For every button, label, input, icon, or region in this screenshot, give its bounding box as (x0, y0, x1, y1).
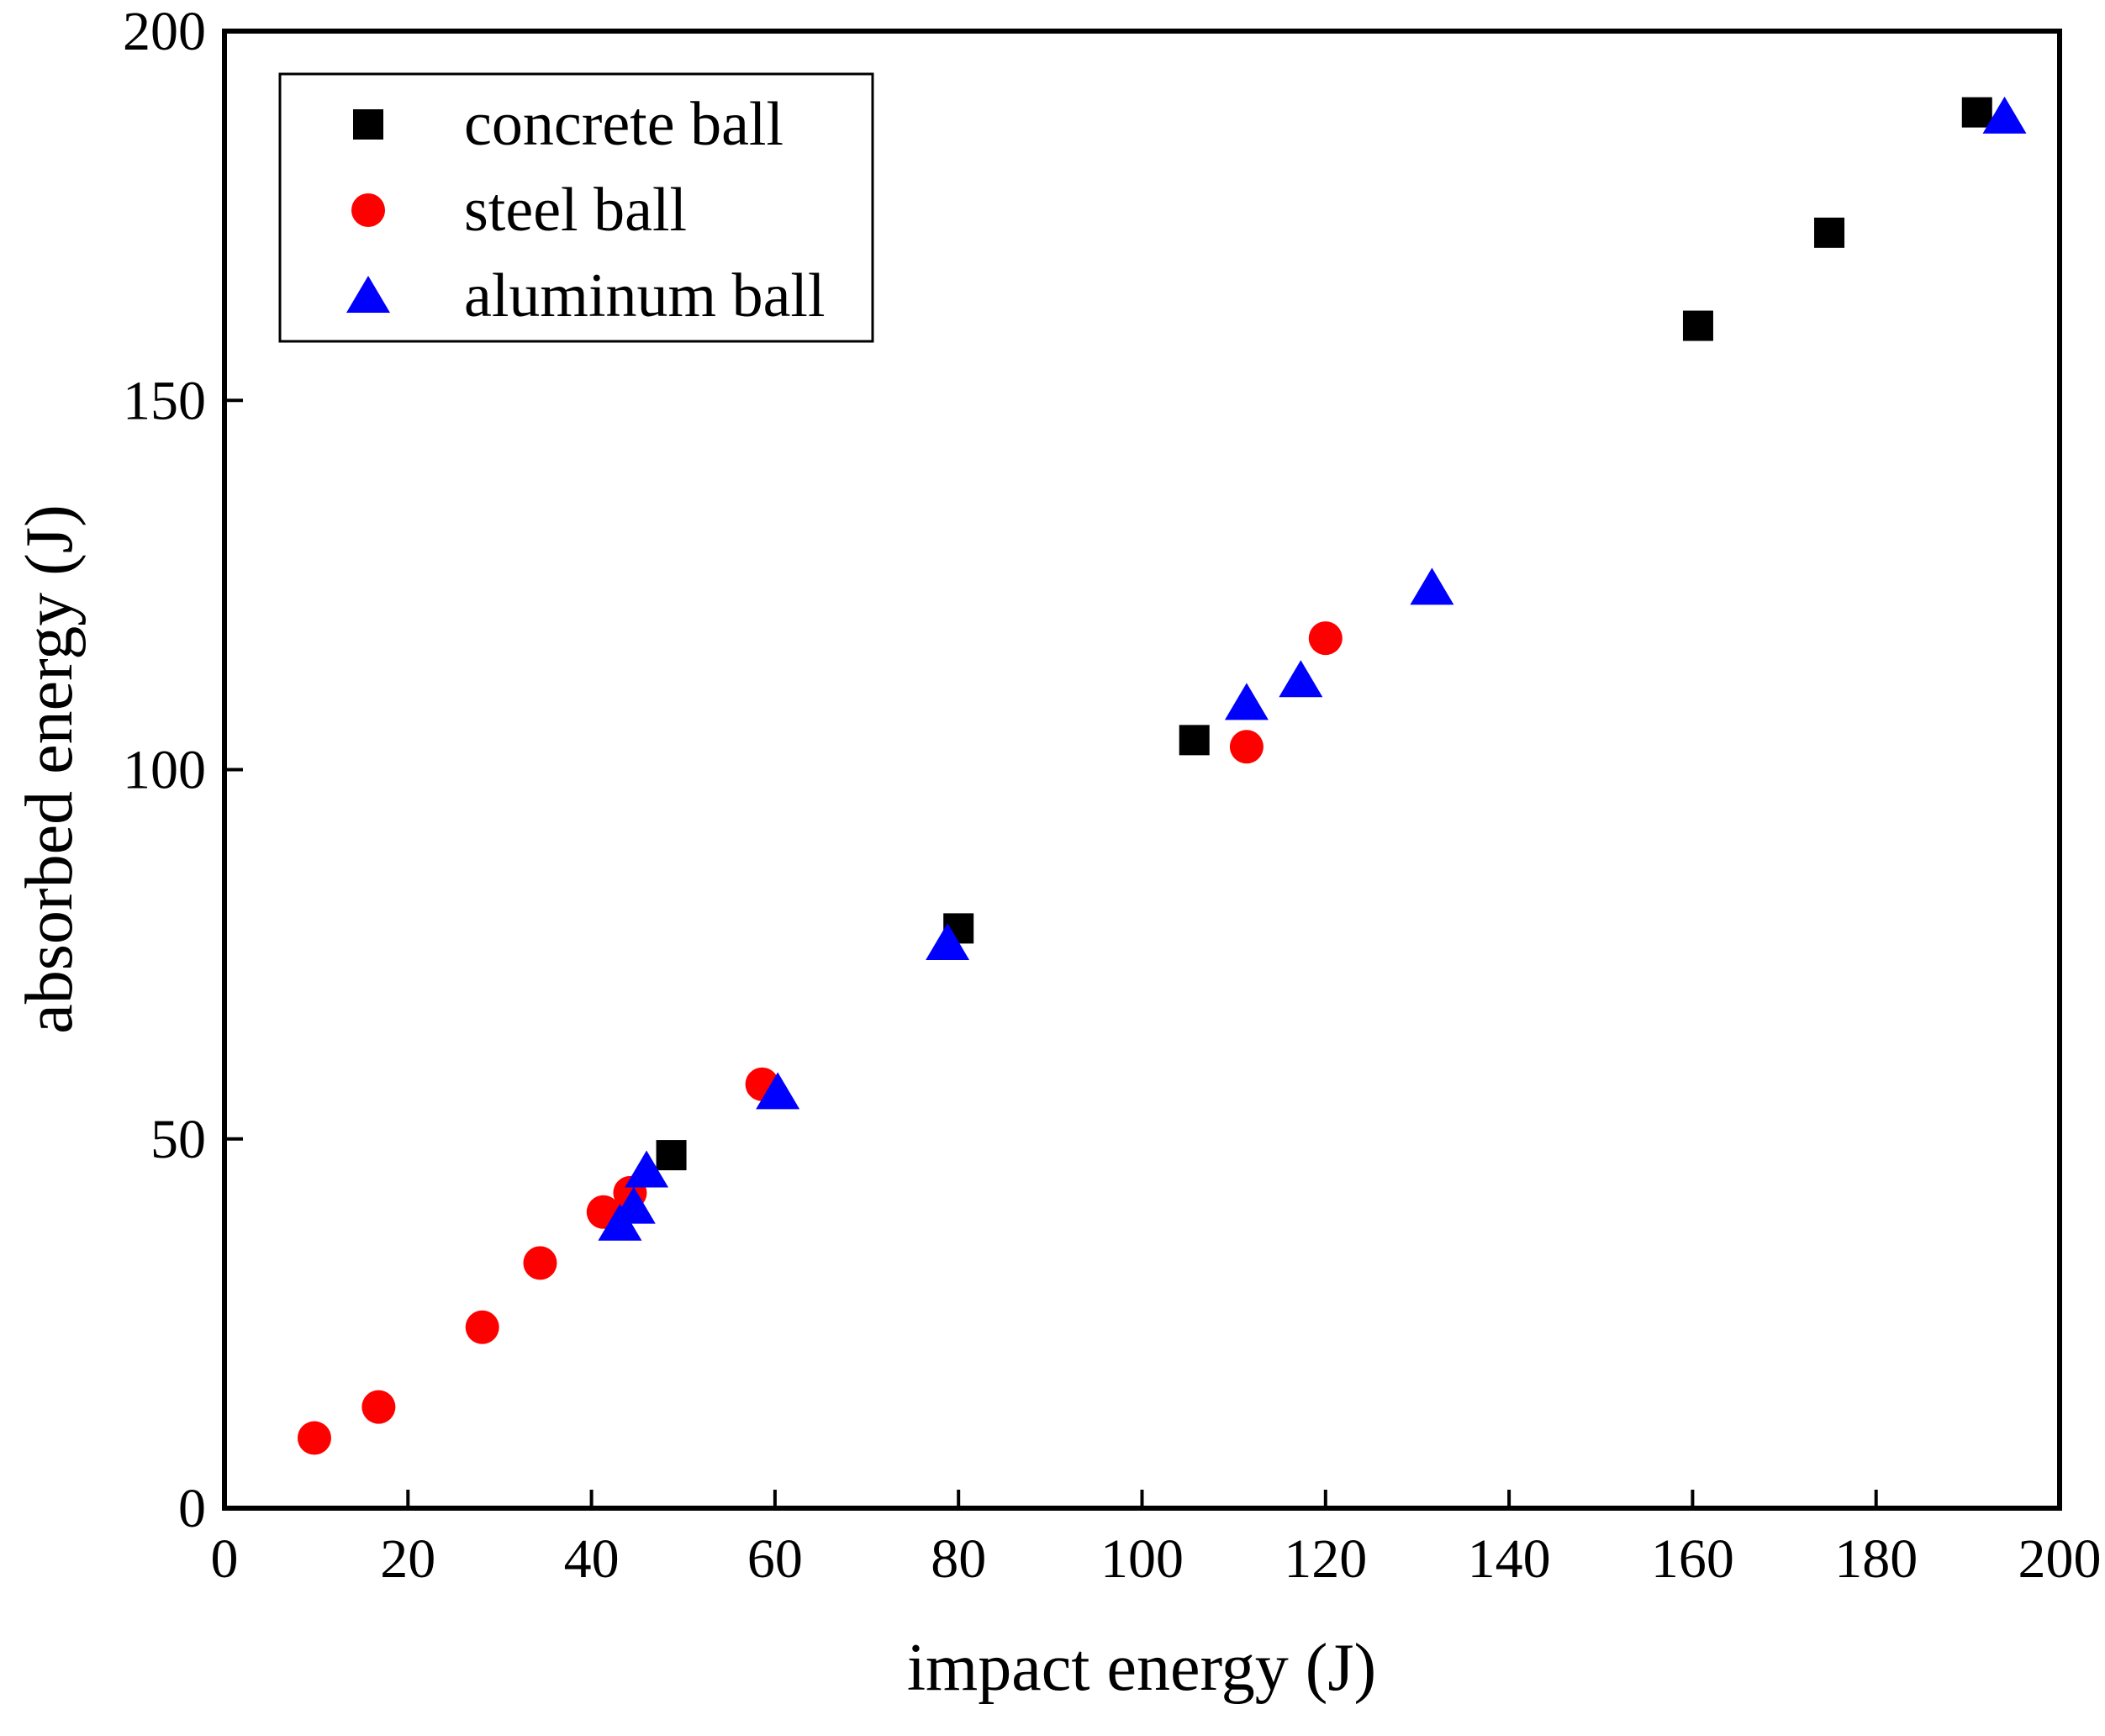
legend-item: aluminum ball (346, 261, 826, 330)
x-tick-label: 200 (2018, 1528, 2102, 1590)
y-tick-label: 150 (123, 370, 206, 431)
x-tick-label: 0 (211, 1528, 239, 1590)
legend-label: concrete ball (464, 90, 783, 159)
x-tick-label: 140 (1468, 1528, 1551, 1590)
x-tick-label: 100 (1100, 1528, 1184, 1590)
x-tick-label: 180 (1834, 1528, 1918, 1590)
square-point (656, 1140, 687, 1171)
x-tick-label: 20 (380, 1528, 435, 1590)
circle-point (523, 1246, 557, 1280)
circle-point (297, 1421, 331, 1455)
data-points (297, 96, 2027, 1455)
square-point (1814, 217, 1845, 248)
y-axis-title: absorbed energy (J) (13, 504, 87, 1033)
legend: concrete ball steel ball aluminum ball (278, 72, 874, 343)
y-axis-ticks: 0 50 100 150 200 (123, 1, 243, 1539)
y-tick-label: 100 (123, 740, 206, 801)
x-tick-label: 160 (1651, 1528, 1734, 1590)
circle-point (1229, 730, 1264, 764)
legend-item: steel ball (351, 176, 687, 245)
triangle-point (1982, 96, 2027, 134)
triangle-point (1410, 567, 1454, 605)
y-tick-label: 0 (178, 1478, 206, 1539)
y-tick-label: 50 (150, 1109, 206, 1170)
legend-label: aluminum ball (464, 261, 826, 330)
circle-point (361, 1390, 396, 1424)
triangle-point (926, 922, 970, 960)
x-axis-ticks: 0 20 40 60 80 100 120 140 160 180 200 (211, 1490, 2102, 1590)
legend-items: concrete ball steel ball aluminum ball (346, 90, 826, 330)
triangle-point (1224, 683, 1269, 720)
series-aluminum-ball (598, 96, 2027, 1241)
x-axis-title: impact energy (J) (907, 1631, 1376, 1705)
square-point (1179, 725, 1210, 756)
legend-circle-marker (351, 193, 385, 227)
series-concrete-ball (656, 97, 1992, 1171)
circle-point (465, 1310, 499, 1344)
legend-label: steel ball (464, 176, 687, 245)
y-tick-label: 200 (123, 1, 206, 62)
x-tick-label: 80 (931, 1528, 986, 1590)
triangle-point (625, 1150, 669, 1188)
legend-item: concrete ball (353, 90, 783, 159)
legend-triangle-marker (346, 276, 390, 313)
triangle-point (1279, 660, 1323, 698)
x-tick-label: 60 (747, 1528, 803, 1590)
x-tick-label: 40 (564, 1528, 620, 1590)
legend-square-marker (353, 109, 383, 140)
triangle-point (756, 1072, 800, 1110)
circle-point (1308, 621, 1343, 656)
square-point (1961, 97, 1992, 128)
x-tick-label: 120 (1284, 1528, 1367, 1590)
triangle-point (611, 1186, 656, 1224)
square-point (1682, 310, 1713, 341)
